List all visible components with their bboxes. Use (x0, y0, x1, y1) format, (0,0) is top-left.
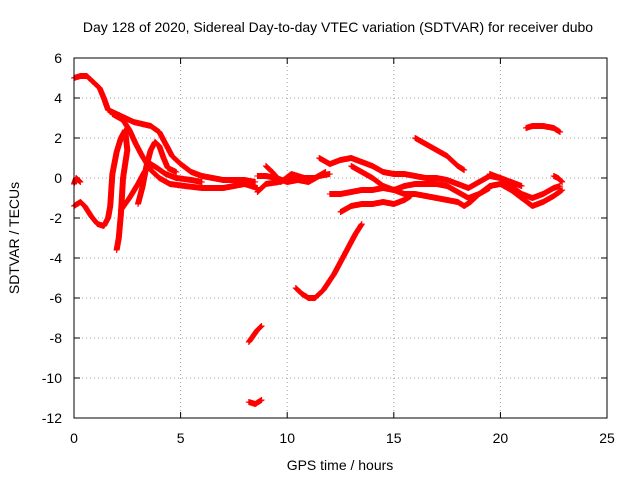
x-axis-label: GPS time / hours (287, 457, 394, 473)
chart-title: Day 128 of 2020, Sidereal Day-to-day VTE… (83, 19, 593, 35)
y-tick-label: -4 (50, 250, 63, 266)
y-tick-label: 0 (54, 170, 62, 186)
x-tick-label: 10 (279, 430, 295, 446)
point-markers (348, 163, 493, 201)
series-track-15 (337, 193, 414, 215)
grid (74, 58, 607, 418)
y-tick-label: -12 (42, 410, 62, 426)
y-tick-label: 2 (54, 130, 62, 146)
y-tick-label: 4 (54, 90, 62, 106)
series-track-19 (486, 171, 525, 189)
series-track-13 (316, 155, 564, 201)
series-track-12 (254, 169, 329, 195)
series-track-9 (292, 221, 365, 301)
x-axis-ticks: 0 5 10 15 20 25 (70, 58, 615, 446)
point-markers (550, 173, 566, 185)
series-track-18 (523, 123, 564, 135)
point-markers (523, 123, 564, 135)
y-axis-ticks: -12 -10 -8 -6 -4 -2 0 2 4 6 (42, 50, 607, 426)
y-tick-label: -10 (42, 370, 62, 386)
series-track-5 (135, 139, 180, 207)
point-markers (135, 139, 180, 207)
x-tick-label: 25 (599, 430, 615, 446)
series-track-1 (71, 73, 259, 185)
series-track-17 (412, 135, 468, 173)
series-track-3 (71, 127, 131, 253)
series-track-20 (550, 173, 566, 185)
point-markers (245, 397, 265, 407)
y-tick-label: -2 (50, 210, 63, 226)
y-tick-label: 6 (54, 50, 62, 66)
x-tick-label: 0 (70, 430, 78, 446)
x-tick-label: 5 (177, 430, 185, 446)
x-tick-label: 15 (386, 430, 402, 446)
y-tick-label: -6 (50, 290, 63, 306)
point-markers (71, 73, 259, 185)
point-markers (245, 323, 265, 345)
point-markers (337, 193, 414, 215)
series-track-6 (71, 175, 84, 187)
point-markers (292, 221, 365, 301)
point-markers (486, 171, 525, 189)
series-track-16 (348, 163, 493, 201)
y-axis-label: SDTVAR / TECUs (6, 182, 22, 294)
series-track-8 (245, 397, 265, 407)
y-tick-label: -8 (50, 330, 63, 346)
point-markers (412, 135, 468, 173)
x-tick-label: 20 (493, 430, 509, 446)
plot-frame (73, 57, 608, 419)
point-markers (316, 155, 564, 201)
point-markers (254, 169, 329, 195)
data-points (71, 73, 566, 407)
point-markers (71, 175, 84, 187)
series-track-7 (245, 323, 265, 345)
point-markers (71, 127, 131, 253)
